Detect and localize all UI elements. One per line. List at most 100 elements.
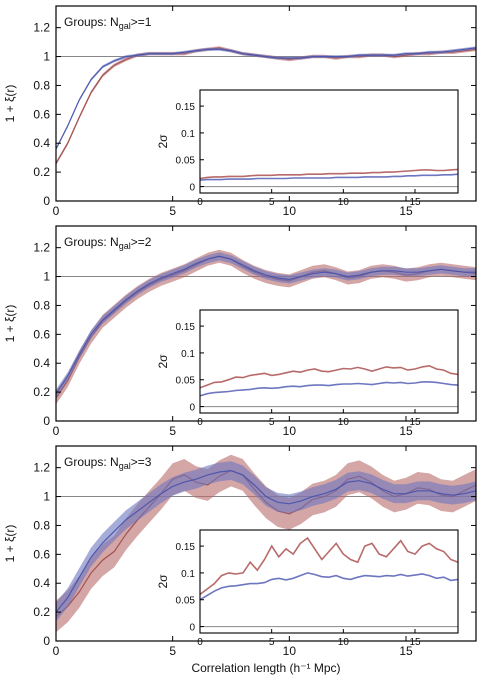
inset-panel: 0 5 10 15 0 0.05 0.1 0.15 2σ [156, 89, 459, 208]
x-tick-label: 15 [399, 644, 413, 658]
series-group [56, 46, 476, 166]
group-label-prefix: Groups: N [64, 15, 119, 29]
blue-series-line [56, 47, 476, 150]
y-tick-label: 0.4 [33, 136, 50, 150]
inset-x-tick-label: 15 [409, 197, 421, 208]
inset-panel: 0 5 10 15 0 0.05 0.1 0.15 2σ [156, 529, 459, 648]
inset-y-tick-label: 0.15 [176, 322, 196, 333]
x-axis-title: Correlation length (h⁻¹ Mpc) [191, 661, 340, 675]
inset-y-axis-title: 2σ [156, 134, 170, 149]
blue-inset-line [200, 173, 458, 181]
x-tick-label: 15 [399, 204, 413, 218]
inset-x-tick-label: 10 [338, 197, 350, 208]
inset-y-tick-label: 0.1 [181, 569, 195, 580]
x-tick-label: 5 [169, 424, 176, 438]
inset-y-tick-label: 0 [189, 623, 195, 634]
panel-3: 0 5 10 15 0 0.2 0.4 0.6 0.8 1 1.2 1 + ξ(r) Groups: N… [3, 445, 477, 658]
inset-x-tick-label: 5 [269, 637, 275, 648]
group-label-subscript: gal [119, 21, 131, 31]
inset-x-tick-label: 0 [197, 637, 203, 648]
y-tick-label: 1.2 [33, 21, 50, 35]
y-tick-label: 0.6 [33, 547, 50, 561]
red-inset-line [200, 536, 458, 596]
group-label-prefix: Groups: N [64, 455, 119, 469]
panel-frame [55, 445, 477, 642]
panel-frame [55, 5, 477, 202]
y-tick-label: 0.6 [33, 327, 50, 341]
inset-background [200, 530, 458, 633]
group-label-suffix: >=1 [131, 15, 152, 29]
panel-1: 0 5 10 15 0 0.2 0.4 0.6 0.8 1 1.2 1 + ξ(r) Groups: N… [3, 5, 477, 218]
inset-y-tick-label: 0.1 [181, 349, 195, 360]
inset-panel: 0 5 10 15 0 0.05 0.1 0.15 2σ [156, 309, 459, 428]
inset-x-tick-label: 15 [409, 637, 421, 648]
y-tick-label: 0.2 [33, 605, 50, 619]
x-tick-label: 10 [283, 204, 297, 218]
y-tick-label: 0.8 [33, 298, 50, 312]
y-tick-label: 0.8 [33, 78, 50, 92]
y-tick-label: 0.4 [33, 356, 50, 370]
inset-y-tick-label: 0.05 [176, 376, 196, 387]
group-label-subscript: gal [119, 461, 131, 471]
inset-series-group [200, 364, 458, 397]
y-tick-label: 0.8 [33, 518, 50, 532]
blue-series-line [56, 255, 476, 394]
inset-x-tick-label: 0 [197, 417, 203, 428]
inset-y-tick-label: 0 [189, 183, 195, 194]
x-tick-label: 10 [283, 644, 297, 658]
inset-background [200, 310, 458, 413]
y-tick-label: 1 [43, 490, 50, 504]
inset-y-tick-label: 0.15 [176, 542, 196, 553]
blue-inset-line [200, 572, 458, 601]
blue-confidence-band [56, 461, 476, 622]
blue-confidence-band [56, 252, 476, 398]
y-axis-title: 1 + ξ(r) [3, 305, 17, 343]
inset-y-axis-title: 2σ [156, 574, 170, 589]
y-tick-label: 0.2 [33, 385, 50, 399]
y-tick-label: 0 [43, 414, 50, 428]
group-label: Groups: Ngal>=2 [64, 235, 152, 251]
inset-y-tick-label: 0.05 [176, 596, 196, 607]
x-tick-label: 5 [169, 204, 176, 218]
y-tick-label: 1.2 [33, 241, 50, 255]
inset-x-tick-label: 10 [338, 637, 350, 648]
group-label-prefix: Groups: N [64, 235, 119, 249]
y-tick-label: 0.6 [33, 107, 50, 121]
inset-y-tick-label: 0.05 [176, 156, 196, 167]
x-tick-label: 10 [283, 424, 297, 438]
inset-frame [199, 529, 459, 634]
series-group [56, 454, 476, 633]
inset-x-tick-label: 10 [338, 417, 350, 428]
y-axis-title: 1 + ξ(r) [3, 525, 17, 563]
inset-x-tick-label: 15 [409, 417, 421, 428]
group-label: Groups: Ngal>=1 [64, 15, 152, 31]
x-tick-label: 0 [53, 644, 60, 658]
inset-series-group [200, 168, 458, 181]
panel-2: 0 5 10 15 0 0.2 0.4 0.6 0.8 1 1.2 1 + ξ(r) Groups: N… [3, 225, 477, 438]
inset-x-tick-label: 5 [269, 417, 275, 428]
panel-frame [55, 225, 477, 422]
blue-inset-line [200, 381, 458, 397]
inset-series-group [200, 536, 458, 601]
inset-x-tick-label: 0 [197, 197, 203, 208]
group-label-suffix: >=3 [131, 455, 152, 469]
inset-frame [199, 89, 459, 194]
x-tick-label: 0 [53, 424, 60, 438]
y-tick-label: 0 [43, 634, 50, 648]
y-tick-label: 1 [43, 270, 50, 284]
group-label-suffix: >=2 [131, 235, 152, 249]
red-inset-line [200, 168, 458, 180]
y-tick-label: 1 [43, 50, 50, 64]
x-tick-label: 15 [399, 424, 413, 438]
y-tick-label: 0.4 [33, 576, 50, 590]
inset-y-axis-title: 2σ [156, 354, 170, 369]
y-tick-label: 0.2 [33, 165, 50, 179]
red-inset-line [200, 364, 458, 389]
y-axis-title: 1 + ξ(r) [3, 85, 17, 123]
inset-y-tick-label: 0 [189, 403, 195, 414]
y-tick-label: 1.2 [33, 461, 50, 475]
blue-series-line [56, 469, 476, 613]
inset-y-tick-label: 0.15 [176, 102, 196, 113]
series-group [56, 249, 476, 405]
